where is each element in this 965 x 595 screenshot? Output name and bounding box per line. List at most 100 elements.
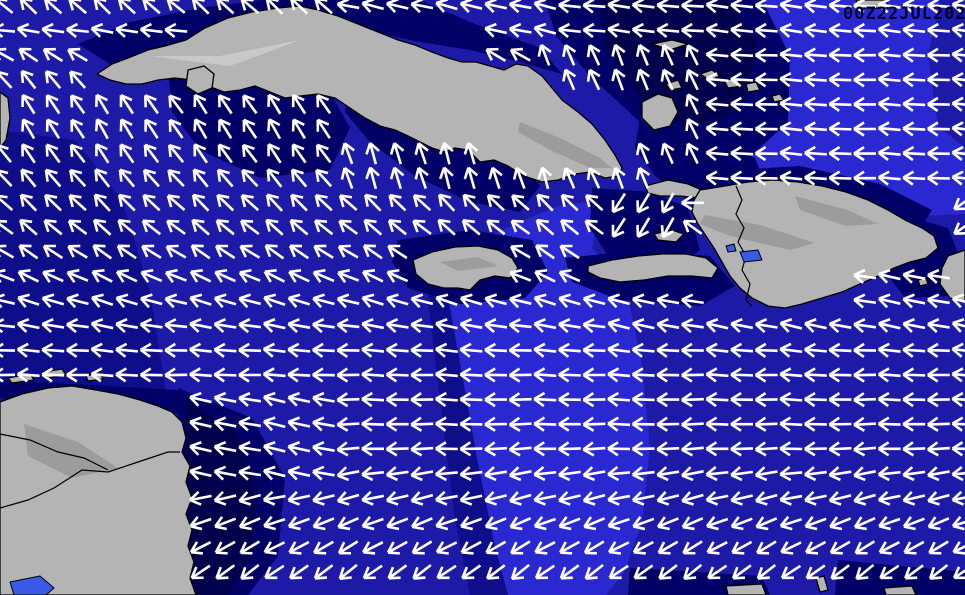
wave-direction-arrow bbox=[853, 342, 877, 358]
wave-direction-arrow bbox=[385, 367, 409, 383]
wave-direction-arrow bbox=[533, 342, 557, 358]
wave-direction-arrow bbox=[779, 96, 803, 112]
wave-direction-arrow bbox=[43, 0, 63, 15]
wave-direction-arrow bbox=[213, 367, 237, 383]
wave-direction-arrow bbox=[853, 96, 876, 112]
wave-direction-arrow bbox=[927, 416, 950, 432]
wave-direction-arrow bbox=[338, 219, 359, 235]
wave-direction-arrow bbox=[459, 490, 483, 506]
wave-direction-arrow bbox=[804, 0, 827, 14]
wave-direction-arrow bbox=[586, 44, 601, 66]
wave-direction-arrow bbox=[70, 94, 86, 115]
wave-direction-arrow bbox=[558, 342, 581, 358]
wave-direction-arrow bbox=[927, 342, 950, 358]
wave-direction-arrow bbox=[879, 564, 900, 580]
wave-direction-arrow bbox=[459, 466, 483, 482]
wave-direction-arrow bbox=[705, 515, 729, 531]
wave-direction-arrow bbox=[535, 218, 555, 236]
wave-direction-arrow bbox=[0, 342, 16, 358]
wave-direction-arrow bbox=[461, 219, 481, 236]
wave-direction-arrow bbox=[509, 47, 531, 62]
hispaniola-main bbox=[691, 179, 939, 309]
wave-direction-arrow bbox=[828, 392, 852, 408]
wave-direction-arrow bbox=[90, 318, 114, 333]
wave-direction-arrow bbox=[141, 244, 162, 259]
wave-direction-arrow bbox=[804, 72, 827, 88]
wave-direction-arrow bbox=[213, 318, 237, 334]
wave-direction-arrow bbox=[611, 68, 626, 91]
wave-direction-arrow bbox=[193, 93, 208, 115]
wave-direction-arrow bbox=[238, 268, 261, 283]
wave-direction-arrow bbox=[44, 70, 62, 90]
wave-direction-arrow bbox=[853, 416, 877, 432]
wave-direction-arrow bbox=[287, 490, 311, 506]
wave-direction-arrow bbox=[902, 441, 926, 457]
wave-direction-arrow bbox=[385, 391, 409, 408]
wave-direction-arrow bbox=[730, 145, 754, 162]
wave-direction-arrow bbox=[804, 145, 827, 162]
wave-direction-arrow bbox=[313, 564, 334, 580]
wave-direction-arrow bbox=[168, 118, 184, 139]
wave-direction-arrow bbox=[607, 541, 630, 555]
wave-direction-arrow bbox=[707, 564, 728, 580]
wave-direction-arrow bbox=[902, 342, 926, 358]
wave-direction-arrow bbox=[313, 244, 334, 259]
wave-direction-arrow bbox=[731, 540, 753, 555]
wave-direction-arrow bbox=[67, 244, 88, 259]
wave-direction-arrow bbox=[216, 168, 234, 188]
wave-direction-arrow bbox=[238, 416, 262, 432]
wave-direction-arrow bbox=[558, 318, 581, 334]
wave-direction-arrow bbox=[90, 293, 114, 308]
wave-direction-arrow bbox=[95, 93, 110, 115]
wave-direction-arrow bbox=[508, 441, 532, 457]
wave-direction-arrow bbox=[410, 392, 434, 408]
wave-direction-arrow bbox=[336, 491, 360, 506]
wave-direction-arrow bbox=[705, 391, 729, 408]
wave-direction-arrow bbox=[139, 342, 163, 358]
wave-direction-arrow bbox=[267, 118, 282, 140]
wave-direction-arrow bbox=[385, 342, 409, 358]
wave-direction-arrow bbox=[607, 490, 631, 506]
wave-direction-arrow bbox=[385, 441, 409, 457]
wave-direction-arrow bbox=[364, 193, 382, 212]
wave-direction-arrow bbox=[289, 219, 309, 236]
wave-direction-arrow bbox=[705, 416, 729, 432]
wave-direction-arrow bbox=[582, 416, 606, 432]
wave-direction-arrow bbox=[119, 118, 134, 140]
wave-direction-arrow bbox=[0, 293, 16, 309]
wave-direction-arrow bbox=[315, 143, 332, 164]
wave-direction-arrow bbox=[533, 466, 557, 482]
wave-direction-arrow bbox=[730, 0, 754, 14]
wave-direction-arrow bbox=[730, 170, 754, 186]
wave-direction-arrow bbox=[731, 564, 752, 580]
wave-direction-arrow bbox=[215, 564, 236, 580]
wave-direction-arrow bbox=[213, 342, 237, 358]
wave-direction-arrow bbox=[414, 166, 429, 190]
wave-direction-arrow bbox=[853, 146, 876, 162]
wave-direction-arrow bbox=[17, 269, 40, 283]
wave-direction-arrow bbox=[853, 441, 877, 457]
wave-direction-arrow bbox=[66, 293, 89, 309]
wave-direction-arrow bbox=[631, 318, 655, 333]
wave-direction-arrow bbox=[705, 170, 729, 186]
wave-direction-arrow bbox=[68, 194, 87, 212]
wave-direction-arrow bbox=[239, 244, 261, 259]
wave-direction-arrow bbox=[754, 367, 778, 383]
wave-direction-arrow bbox=[166, 194, 186, 211]
wave-direction-arrow bbox=[877, 466, 901, 482]
wave-direction-arrow bbox=[508, 416, 532, 432]
wave-direction-arrow bbox=[682, 219, 703, 235]
wave-direction-arrow bbox=[558, 466, 581, 482]
wave-direction-arrow bbox=[508, 318, 532, 334]
wave-direction-arrow bbox=[435, 541, 458, 555]
wave-direction-arrow bbox=[632, 516, 655, 531]
wave-direction-arrow bbox=[779, 441, 803, 457]
wave-direction-arrow bbox=[582, 342, 606, 358]
wave-direction-arrow bbox=[927, 170, 950, 186]
venezuela-bit bbox=[725, 583, 767, 595]
wave-direction-arrow bbox=[460, 516, 483, 531]
wave-direction-arrow bbox=[291, 118, 306, 140]
wave-direction-arrow bbox=[43, 219, 63, 236]
